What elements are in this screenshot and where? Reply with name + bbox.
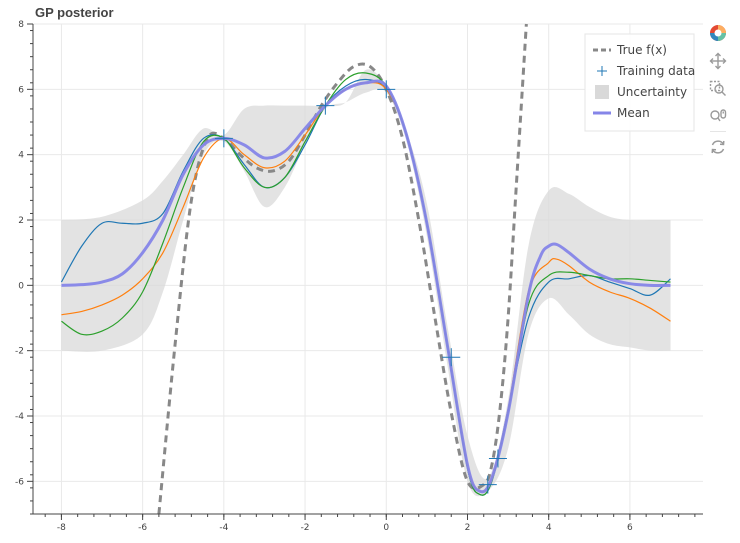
toolbar-divider [710, 131, 726, 132]
x-tick-label: 4 [546, 523, 552, 533]
training-point [377, 80, 396, 99]
legend-label: Mean [617, 106, 650, 120]
wheel-zoom-icon[interactable] [706, 105, 730, 129]
true-function [157, 23, 528, 515]
reset-icon[interactable] [706, 135, 730, 159]
y-tick-label: 4 [18, 151, 24, 161]
legend-label: True f(x) [616, 43, 667, 57]
x-tick-label: -4 [219, 523, 228, 533]
y-tick-label: -6 [15, 477, 24, 487]
axes: -6 -4 -2 0 2 4 6 8 -8 -6 -4 -2 0 2 4 6 [15, 20, 703, 533]
posterior-mean [61, 79, 671, 494]
true-function-line [157, 23, 528, 515]
legend-swatch-uncertainty [595, 85, 609, 99]
legend-item: True f(x) [593, 43, 667, 57]
x-tick-label: 6 [627, 523, 633, 533]
toolbar [706, 21, 730, 163]
uncertainty-band [61, 69, 671, 497]
box-zoom-icon[interactable] [706, 77, 730, 101]
training-points [214, 80, 507, 494]
legend-item: Mean [593, 106, 650, 120]
plot-area[interactable]: -6 -4 -2 0 2 4 6 8 -8 -6 -4 -2 0 2 4 6 True f(x) Trainin… [0, 0, 704, 543]
x-tick-label: -2 [301, 523, 310, 533]
x-tick-label: -6 [138, 523, 147, 533]
legend-item: Uncertainty [595, 85, 687, 99]
legend-item: Training data [597, 64, 695, 78]
y-tick-label: 6 [18, 85, 24, 95]
legend: True f(x) Training data Uncertainty Mean [584, 33, 695, 132]
training-point [478, 475, 497, 494]
pan-icon[interactable] [706, 49, 730, 73]
mean-line [61, 79, 671, 494]
y-tick-label: 8 [18, 20, 24, 30]
y-tick-label: -2 [15, 347, 24, 357]
training-point [316, 96, 335, 115]
x-tick-label: 2 [465, 523, 471, 533]
bokeh-logo-icon[interactable] [706, 21, 730, 45]
legend-label: Uncertainty [617, 85, 687, 99]
y-tick-label: 2 [18, 216, 24, 226]
x-tick-label: -8 [57, 523, 66, 533]
legend-label: Training data [616, 64, 695, 78]
training-point [442, 348, 461, 367]
training-point [214, 129, 233, 148]
y-tick-label: 0 [18, 281, 24, 291]
training-point [488, 449, 507, 468]
y-tick-label: -4 [15, 412, 24, 422]
uncertainty-area [61, 69, 671, 497]
chart-title: GP posterior [35, 5, 114, 20]
x-tick-label: 0 [383, 523, 389, 533]
